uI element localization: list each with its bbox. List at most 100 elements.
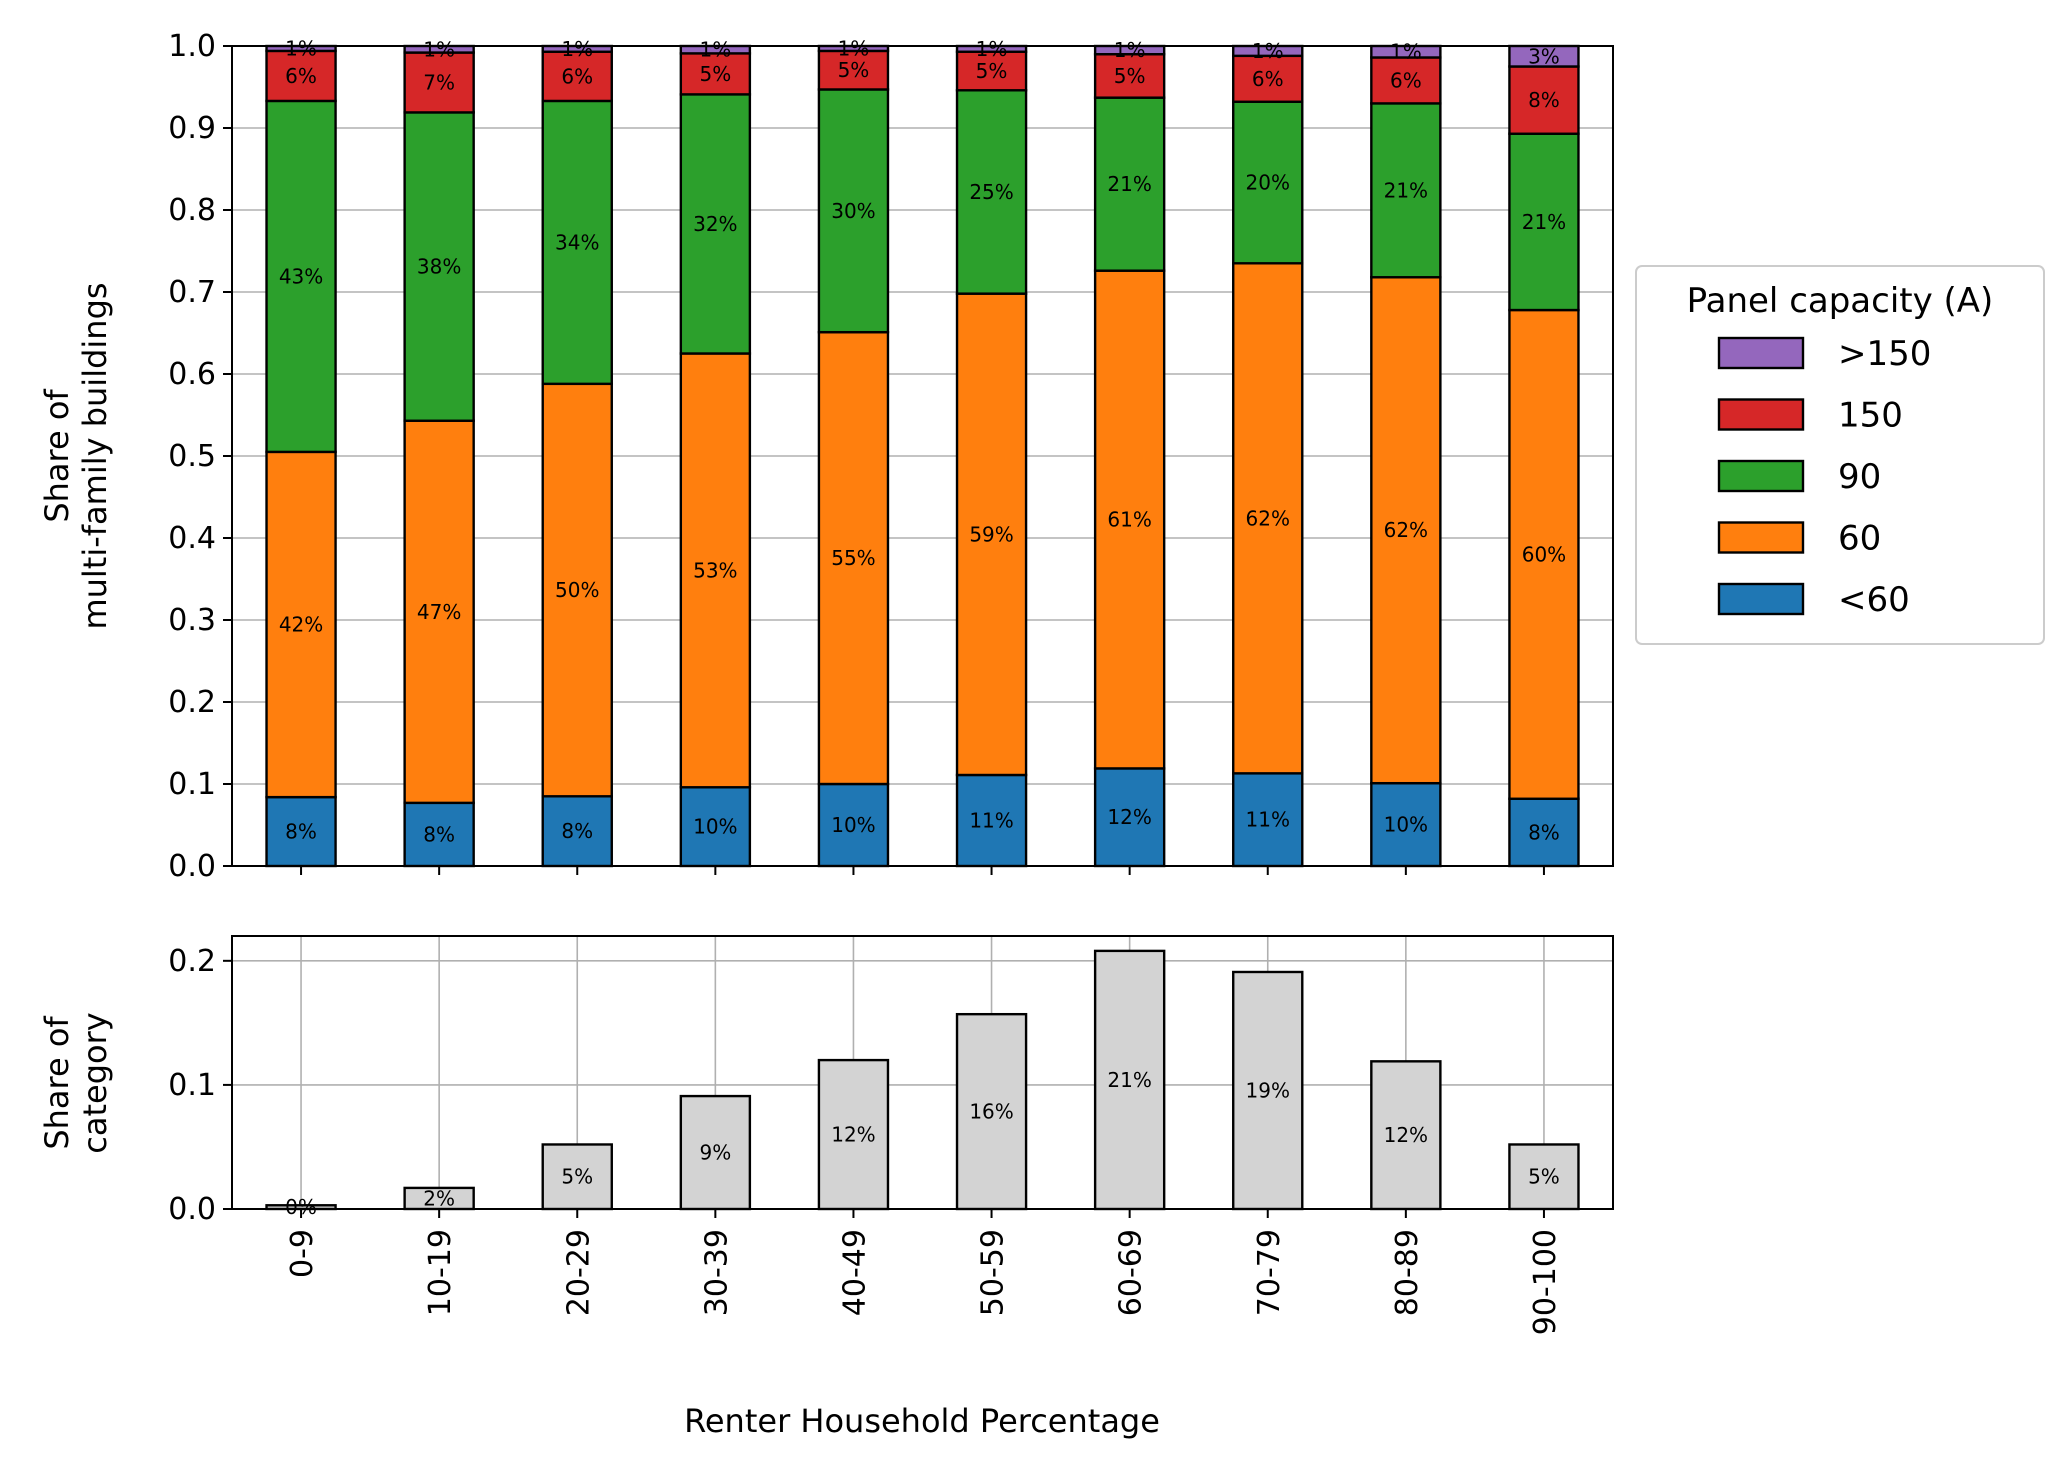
segment-label: 50% (555, 578, 599, 602)
legend-label: <60 (1838, 580, 1910, 620)
legend-swatch (1717, 582, 1805, 616)
legend-swatch (1717, 398, 1805, 431)
top-ytick-label: 0.7 (168, 275, 216, 310)
stack-segment-60 (1370, 276, 1442, 785)
stack-segment-90 (679, 93, 752, 355)
stack-segment-lt60 (817, 782, 890, 868)
category-share-label: 5% (1528, 1165, 1560, 1189)
segment-label: 8% (1528, 820, 1560, 844)
segment-label: 61% (1107, 508, 1151, 532)
stack-segment-150 (403, 51, 475, 114)
top-ylabel-line1: Share of (38, 389, 76, 523)
category-share-label: 21% (1107, 1068, 1151, 1092)
segment-label: 1% (561, 37, 593, 61)
segment-label: 1% (838, 36, 870, 60)
legend-swatch (1717, 336, 1805, 370)
segment-label: 6% (285, 64, 317, 88)
segment-label: 30% (831, 199, 875, 223)
stack-segment-60 (403, 419, 475, 805)
category-share-bar (541, 1143, 613, 1211)
segment-label: 6% (1252, 67, 1284, 91)
category-share-bar (679, 1094, 752, 1211)
segment-label: 8% (1528, 88, 1560, 112)
segment-label: 62% (1384, 518, 1428, 542)
bottom-ytick-label: 0.2 (168, 944, 216, 979)
top-x-ticks (300, 866, 1545, 875)
stack-segment-90 (1370, 102, 1442, 279)
legend: Panel capacity (A) >150 150 90 60 <60 (1635, 265, 2045, 645)
segment-label: 10% (831, 813, 875, 837)
stack-segment-60 (817, 330, 890, 786)
top-ytick-label: 0.1 (168, 767, 216, 802)
x-tick-label: 50-59 (976, 1229, 1011, 1316)
stack-segment-150 (955, 50, 1028, 92)
category-share-bar (817, 1058, 890, 1211)
legend-label: 60 (1838, 519, 1881, 559)
stack-segment-150 (541, 50, 613, 103)
stack-segment-60 (1232, 262, 1304, 775)
stack-segment-60 (265, 450, 337, 799)
bottom-chart: 0% 2%5%9%12%16%21% 19%12%5% 0.00.10.2 0-9 1… (38, 935, 1614, 1440)
segment-label: 10% (693, 815, 737, 839)
category-share-bar (1370, 1060, 1442, 1211)
segment-label: 53% (693, 558, 737, 582)
legend-label: 150 (1838, 396, 1903, 436)
stack-segment-90 (1093, 96, 1166, 272)
segment-label: 1% (1114, 38, 1146, 62)
x-tick-label: 90-100 (1528, 1229, 1563, 1335)
category-share-bar (1093, 949, 1166, 1211)
x-tick-label: 10-19 (423, 1229, 458, 1316)
category-share-label: 19% (1246, 1078, 1290, 1102)
segment-label: 8% (285, 820, 317, 844)
segment-label: 21% (1107, 172, 1151, 196)
legend-swatch (1717, 459, 1805, 493)
stack-segment-lt60 (1370, 781, 1442, 868)
category-share-label: 9% (699, 1141, 731, 1165)
segment-label: 25% (969, 180, 1013, 204)
segment-label: 8% (423, 822, 455, 846)
top-ytick-label: 0.5 (168, 439, 216, 474)
segment-label: 6% (561, 64, 593, 88)
segment-label: 62% (1246, 506, 1290, 530)
segment-label: 5% (838, 58, 870, 82)
legend-title: Panel capacity (A) (1687, 281, 1994, 321)
stack-segment-lt60 (679, 786, 752, 868)
x-tick-label: 80-89 (1390, 1229, 1425, 1316)
segment-label: 1% (699, 38, 731, 62)
segment-label: 11% (969, 808, 1013, 832)
legend-items: >150 150 90 60 <60 (1717, 334, 1931, 620)
stack-segment-60 (1093, 269, 1166, 770)
top-ylabel-line2: multi-family buildings (76, 282, 114, 629)
bottom-plot-frame (231, 935, 1614, 1210)
segment-label: 3% (1528, 44, 1560, 68)
segment-label: 1% (423, 37, 455, 61)
top-bars: 8% 42% 43% 6% 1% 8% 47% 38% 7% 1% 8% 50% 34% 6% 1% 10% 5… (265, 36, 1580, 868)
segment-label: 8% (561, 819, 593, 843)
x-tick-label: 0-9 (285, 1229, 320, 1278)
category-share-bar (955, 1012, 1028, 1211)
stack-segment-lt60 (955, 773, 1028, 868)
segment-label: 20% (1246, 171, 1290, 195)
top-ytick-label: 0.4 (168, 521, 216, 556)
top-ytick-label: 0.3 (168, 603, 216, 638)
stack-segment-60 (1508, 308, 1580, 800)
segment-label: 5% (1114, 64, 1146, 88)
segment-label: 1% (1252, 39, 1284, 63)
bottom-ytick-label: 0.1 (168, 1068, 216, 1103)
bottom-ytick-label: 0.0 (168, 1192, 216, 1227)
top-ytick-label: 0.8 (168, 193, 216, 228)
segment-label: 38% (417, 255, 461, 279)
bottom-ylabel-line1: Share of (38, 1016, 76, 1150)
x-axis-label: Renter Household Percentage (684, 1402, 1160, 1440)
top-chart: 8% 42% 43% 6% 1% 8% 47% 38% 7% 1% 8% 50% 34% 6% 1% 10% 5… (38, 29, 1614, 884)
x-tick-label: 20-29 (561, 1229, 596, 1316)
stack-segment-150 (1508, 65, 1580, 135)
segment-label: 32% (693, 212, 737, 236)
x-tick-label: 60-69 (1114, 1229, 1149, 1316)
legend-label: 90 (1838, 457, 1881, 497)
segment-label: 55% (831, 546, 875, 570)
x-tick-label: 70-79 (1252, 1229, 1287, 1316)
bottom-x-ticks: 0-9 10-19 20-29 30-39 40-49 50-59 60-69 70-79 80… (285, 1209, 1563, 1335)
stack-segment-60 (679, 352, 752, 789)
